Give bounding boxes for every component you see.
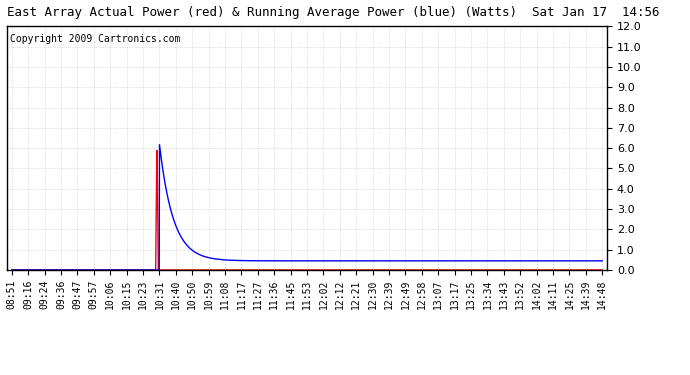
Text: East Array Actual Power (red) & Running Average Power (blue) (Watts)  Sat Jan 17: East Array Actual Power (red) & Running … [7,6,660,19]
Text: Copyright 2009 Cartronics.com: Copyright 2009 Cartronics.com [10,34,180,44]
